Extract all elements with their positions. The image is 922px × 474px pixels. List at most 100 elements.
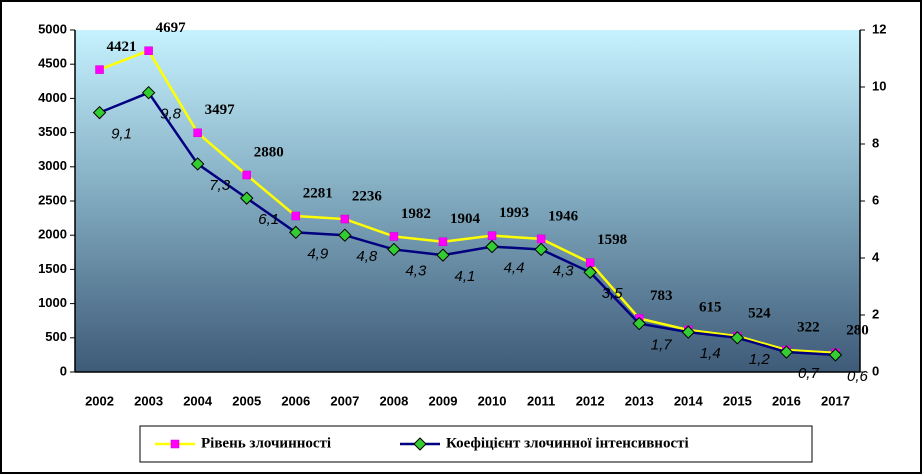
value-label: 2281: [303, 185, 333, 201]
legend-marker: [413, 437, 427, 451]
value-label: 6,1: [258, 211, 279, 228]
y2-tick-label: 12: [872, 21, 886, 36]
x-tick-label: 2006: [281, 393, 310, 408]
legend: [139, 425, 813, 463]
point: [240, 191, 254, 205]
point: [190, 157, 205, 171]
y2-tick-label: 4: [872, 249, 880, 264]
x-tick-label: 2005: [232, 393, 261, 408]
x-tick-label: 2003: [134, 393, 163, 408]
point: [193, 128, 202, 138]
y-tick-label: 3000: [38, 158, 67, 173]
value-label: 1,2: [749, 351, 771, 368]
plot-area: [75, 30, 860, 372]
y-tick-label: 5000: [38, 21, 67, 36]
value-label: 4421: [107, 39, 137, 55]
value-label: 0,7: [798, 365, 820, 382]
x-tick-label: 2008: [379, 393, 408, 408]
value-label: 2880: [254, 144, 284, 160]
value-label: 1946: [548, 208, 579, 224]
point: [536, 234, 546, 244]
x-tick-label: 2015: [723, 393, 752, 408]
x-tick-label: 2013: [625, 393, 654, 408]
y2-tick-label: 8: [872, 135, 879, 150]
y-tick-label: 2500: [38, 192, 67, 207]
series-line: [99, 91, 836, 357]
point: [289, 225, 303, 240]
value-label: 1982: [401, 206, 431, 222]
x-tick-label: 2010: [478, 393, 507, 408]
y-tick-label: 2000: [38, 227, 67, 242]
point: [534, 242, 548, 257]
y2-tick-label: 2: [872, 306, 879, 321]
value-label: 9,8: [160, 106, 182, 123]
series-line: [99, 49, 836, 355]
point: [681, 325, 695, 339]
value-label: 4,9: [307, 245, 329, 262]
legend-label: Коефіцієнт злочинної інтенсивності: [446, 435, 689, 451]
y-tick-label: 1000: [38, 295, 67, 310]
value-label: 3497: [205, 102, 236, 118]
point: [92, 105, 107, 120]
point: [779, 345, 794, 359]
value-label: 615: [699, 299, 722, 315]
value-label: 1904: [450, 211, 481, 227]
y-tick-label: 3500: [38, 124, 67, 139]
value-label: 322: [797, 319, 820, 335]
point: [436, 248, 450, 262]
legend-label: Рівень злочинності: [201, 435, 331, 451]
x-tick-label: 2002: [85, 393, 114, 408]
y2-tick-label: 0: [872, 363, 879, 378]
point: [438, 237, 448, 247]
value-label: 1,4: [700, 345, 721, 362]
point: [291, 211, 301, 221]
value-label: 4,8: [356, 248, 378, 265]
point: [585, 258, 595, 267]
point: [387, 242, 401, 257]
point: [141, 85, 156, 100]
point: [95, 65, 104, 74]
value-label: 1,7: [651, 337, 673, 354]
x-tick-label: 2016: [772, 393, 801, 408]
value-label: 280: [846, 322, 869, 338]
point: [487, 231, 497, 240]
value-label: 4,4: [504, 260, 525, 277]
y2-tick-label: 10: [872, 78, 886, 93]
value-label: 4,1: [455, 268, 476, 285]
legend-marker: [170, 439, 180, 449]
value-label: 4,3: [405, 262, 427, 279]
value-label: 4,3: [553, 262, 575, 279]
point: [828, 348, 843, 362]
point: [583, 265, 597, 279]
point: [340, 214, 350, 224]
x-tick-label: 2004: [183, 393, 213, 408]
x-tick-label: 2009: [429, 393, 458, 408]
value-label: 1993: [499, 205, 529, 221]
point: [389, 232, 399, 241]
value-label: 4697: [156, 20, 187, 36]
y-tick-label: 0: [60, 363, 67, 378]
x-tick-label: 2017: [821, 393, 850, 408]
value-label: 2236: [352, 188, 383, 204]
value-label: 783: [650, 288, 673, 304]
y-tick-label: 4000: [38, 90, 67, 105]
x-tick-label: 2014: [674, 393, 704, 408]
point: [730, 331, 745, 345]
point: [144, 46, 153, 55]
x-tick-label: 2011: [527, 393, 555, 408]
x-tick-label: 2007: [330, 393, 359, 408]
value-label: 7,3: [209, 177, 231, 194]
value-label: 0,6: [847, 368, 869, 385]
point: [632, 316, 646, 331]
y-tick-label: 4500: [38, 56, 67, 71]
point: [338, 228, 352, 242]
y-tick-label: 500: [45, 329, 67, 344]
value-label: 524: [748, 306, 771, 322]
value-label: 9,1: [111, 126, 132, 143]
y-tick-label: 1500: [38, 261, 67, 276]
point: [242, 170, 251, 180]
point: [485, 239, 499, 254]
value-label: 1598: [597, 232, 627, 248]
value-label: 3,5: [602, 285, 624, 302]
